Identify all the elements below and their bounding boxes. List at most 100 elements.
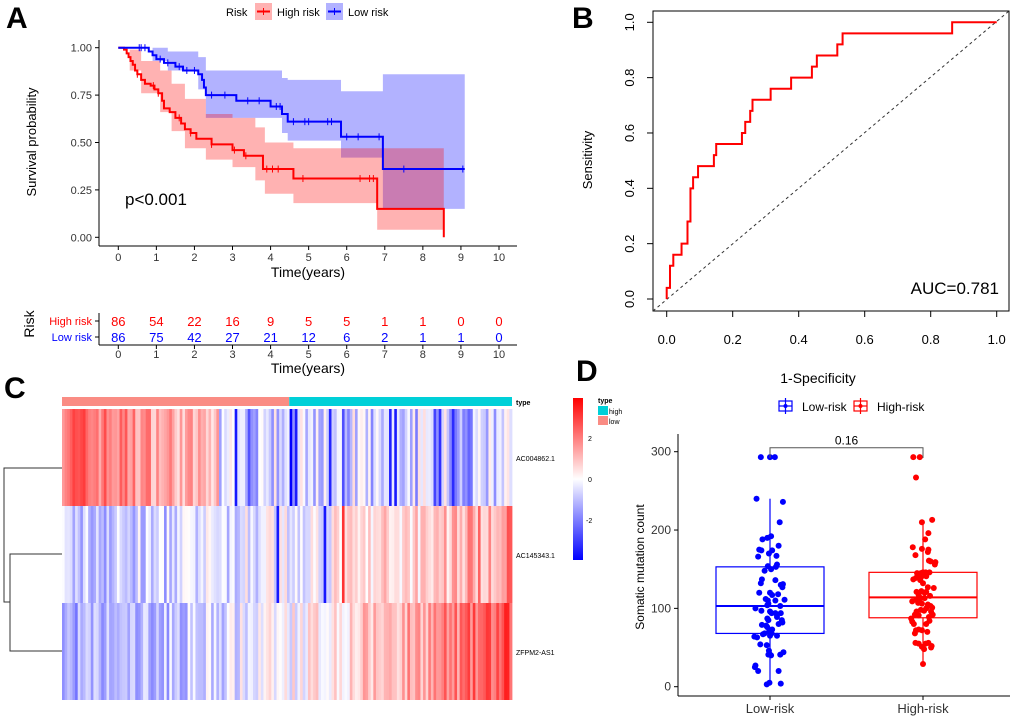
heatmap-cell	[130, 409, 134, 506]
heatmap-cell	[218, 506, 222, 603]
heatmap-cell	[328, 409, 332, 506]
heatmap-cell	[268, 603, 272, 700]
heatmap-cell	[273, 506, 277, 603]
heatmap-cell	[122, 603, 126, 700]
heatmap-cell	[326, 603, 330, 700]
heatmap-cell	[174, 506, 178, 603]
risk-table-cell: 2	[381, 330, 388, 345]
heatmap-cell	[177, 409, 181, 506]
heatmap-cell	[467, 603, 471, 700]
heatmap-cell	[90, 603, 94, 700]
heatmap-cell	[378, 409, 382, 506]
risk-table-cell: 16	[225, 314, 239, 329]
heatmap-cell	[441, 506, 445, 603]
heatmap-cell	[315, 603, 319, 700]
heatmap-cell	[302, 506, 306, 603]
heatmap-cell	[245, 603, 249, 700]
box-point	[757, 454, 764, 461]
heatmap-legend-label-low: low	[609, 419, 620, 426]
heatmap-cell	[464, 506, 468, 603]
heatmap-cell	[368, 506, 372, 603]
heatmap-cell	[321, 409, 325, 506]
heatmap-cell	[96, 506, 100, 603]
heatmap-cell	[124, 409, 128, 506]
heatmap-cell	[485, 409, 489, 506]
box-point	[918, 519, 925, 526]
heatmap-cell	[438, 409, 442, 506]
heatmap-cell	[156, 409, 160, 506]
heatmap-cell	[313, 603, 317, 700]
box-point	[759, 536, 766, 543]
heatmap-cell	[148, 409, 152, 506]
heatmap-cell	[470, 506, 474, 603]
roc-plot: 0.0 0.2 0.4 0.6 0.8 1.0 0.0 0.2 0.4 0.6 0.8 1.0 AUC…	[580, 10, 1010, 386]
heatmap-cell	[192, 409, 196, 506]
box-point	[765, 617, 772, 624]
heatmap-cell	[77, 409, 81, 506]
heatmap-cell	[446, 603, 450, 700]
heatmap-cell	[148, 506, 152, 603]
heatmap-cell	[430, 603, 434, 700]
heatmap-cell	[93, 506, 97, 603]
heatmap-cell	[260, 506, 264, 603]
heatmap-cell	[182, 506, 186, 603]
risk-table-cell: 22	[187, 314, 201, 329]
box-point	[909, 598, 916, 605]
box-point	[774, 613, 781, 620]
heatmap-cell	[119, 506, 123, 603]
km-y-tick-label: 1.00	[71, 43, 92, 55]
risk-table-cell: 86	[111, 314, 125, 329]
box-point	[779, 498, 786, 505]
heatmap-cell	[491, 506, 495, 603]
heatmap-cell	[396, 603, 400, 700]
heatmap-cell	[150, 603, 154, 700]
heatmap-cell	[174, 603, 178, 700]
heatmap-cell	[62, 603, 66, 700]
heatmap-cell	[349, 603, 353, 700]
heatmap-cell	[101, 506, 105, 603]
heatmap-cell	[399, 506, 403, 603]
risk-table-x-tick-label: 4	[268, 349, 274, 361]
heatmap-cell	[80, 603, 84, 700]
heatmap-cell	[428, 409, 432, 506]
box-point	[925, 530, 932, 537]
dendrogram-branch-top	[3, 467, 62, 603]
heatmap-cell	[446, 409, 450, 506]
heatmap-cell	[313, 506, 317, 603]
heatmap-cell	[404, 603, 408, 700]
box-x-tick-label: High-risk	[897, 701, 949, 716]
km-legend: Risk High risk Low risk	[226, 3, 389, 20]
heatmap-cell	[263, 603, 267, 700]
heatmap-cell	[245, 506, 249, 603]
heatmap-cell	[509, 603, 513, 700]
heatmap-cell	[326, 506, 330, 603]
heatmap-cell	[501, 506, 505, 603]
heatmap-cell	[373, 506, 377, 603]
heatmap-cell	[477, 409, 482, 506]
heatmap-cell	[472, 603, 476, 700]
heatmap-cell	[386, 409, 390, 506]
risk-table-x-tick-label: 0	[115, 349, 121, 361]
heatmap-cell	[449, 603, 453, 700]
heatmap-cell	[77, 603, 81, 700]
heatmap-cell	[111, 603, 115, 700]
box-point	[769, 592, 776, 599]
heatmap-cell	[331, 506, 335, 603]
heatmap-cell	[302, 603, 306, 700]
box-point	[918, 600, 925, 607]
box-legend-label-low: Low-risk	[802, 400, 848, 414]
box-legend-key-high	[853, 398, 868, 414]
heatmap-cell	[370, 409, 374, 506]
roc-x-label: 1-Specificity	[780, 370, 855, 386]
heatmap-cell	[420, 603, 424, 700]
heatmap-cell	[229, 506, 233, 603]
heatmap-cell	[137, 603, 141, 700]
heatmap-cell	[449, 409, 453, 506]
heatmap-cell	[409, 603, 413, 700]
heatmap-cell	[475, 506, 479, 603]
heatmap-cell	[470, 603, 474, 700]
box-point	[923, 573, 930, 580]
heatmap-cell	[307, 603, 311, 700]
heatmap-cell	[177, 506, 181, 603]
heatmap-cell	[357, 409, 361, 506]
